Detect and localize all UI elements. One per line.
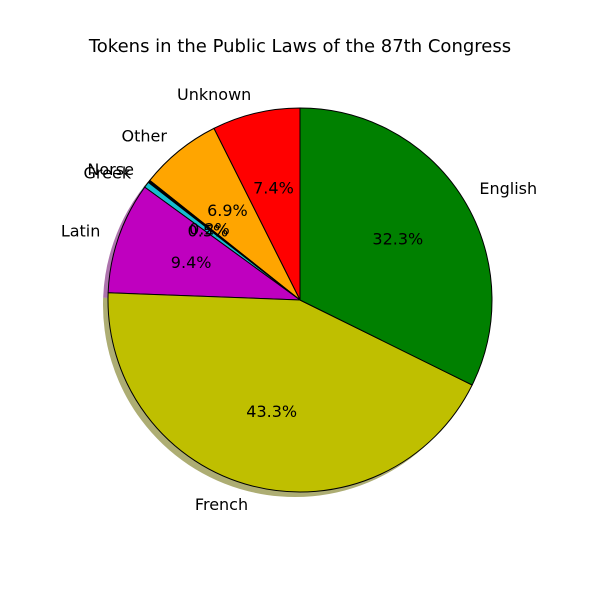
slice-percent-english: 32.3% bbox=[372, 230, 423, 249]
slice-label-norse: Norse bbox=[87, 160, 134, 179]
slice-label-latin: Latin bbox=[61, 221, 101, 240]
slice-percent-latin: 9.4% bbox=[171, 253, 212, 272]
slice-percent-other: 6.9% bbox=[207, 201, 248, 220]
slice-label-greek: Greek bbox=[84, 164, 132, 183]
slice-percent-greek: 0.5% bbox=[188, 221, 229, 240]
pie-slice-french bbox=[107, 292, 473, 493]
slice-percent-french: 43.3% bbox=[246, 402, 297, 421]
slice-label-unknown: Unknown bbox=[177, 85, 251, 104]
pie-slices bbox=[107, 107, 493, 493]
slice-label-english: English bbox=[479, 179, 537, 198]
chart-title: Tokens in the Public Laws of the 87th Co… bbox=[88, 36, 511, 57]
slice-label-french: French bbox=[195, 495, 248, 514]
slice-percent-norse: 0.2% bbox=[189, 219, 230, 238]
slice-percent-unknown: 7.4% bbox=[253, 178, 294, 197]
pie-labels: Unknown 7.4% Other 6.9% Norse 0.2% Greek 0.5% La… bbox=[61, 85, 537, 514]
pie-slice-latin bbox=[107, 186, 301, 301]
slice-label-other: Other bbox=[121, 127, 167, 146]
pie-slice-english bbox=[299, 107, 493, 386]
